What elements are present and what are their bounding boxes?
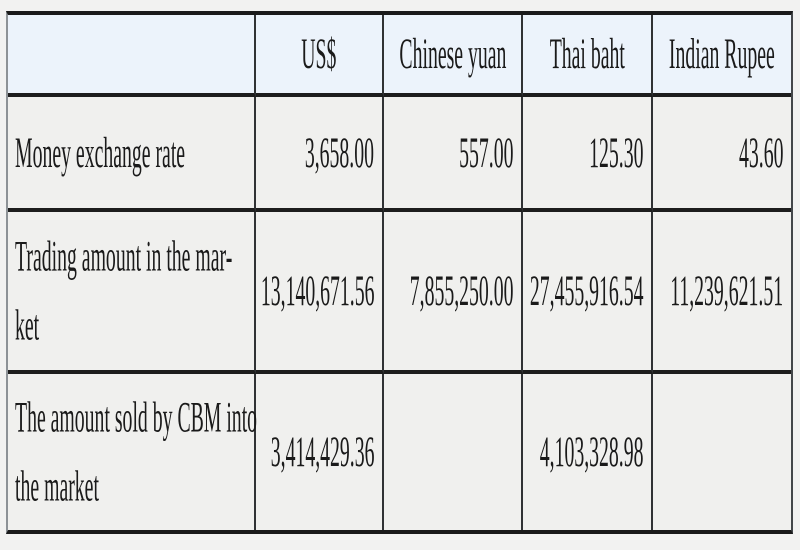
header-label-indian-rupee: Indian Rupee — [669, 29, 775, 79]
value-yuan-rate: 557.00 — [458, 128, 513, 177]
value-cell: 125.30 — [523, 97, 653, 212]
row-label-cell: The amount sold by CBM into the market — [8, 374, 258, 530]
value-cell: 13,140,671.56 — [256, 212, 384, 374]
header-cell-blank — [8, 15, 256, 97]
currency-table: US$ Chinese yuan Thai baht Indian Rupee … — [6, 11, 793, 534]
value-usd-rate: 3,658.00 — [304, 128, 374, 177]
header-cell-indian-rupee: Indian Rupee — [653, 15, 791, 97]
value-rupee-rate: 43.60 — [738, 128, 783, 177]
value-cell: 11,239,621.51 — [653, 212, 791, 374]
value-baht-rate: 125.30 — [588, 128, 643, 177]
value-baht-cbm-sold: 4,103,328.98 — [539, 427, 643, 477]
value-cell: 7,855,250.00 — [384, 212, 523, 374]
currency-table-grid: US$ Chinese yuan Thai baht Indian Rupee … — [8, 15, 791, 530]
header-cell-usd: US$ — [256, 15, 384, 97]
header-cell-thai-baht: Thai baht — [523, 15, 653, 97]
value-cell: 3,658.00 — [256, 97, 384, 212]
row-label-trading-amount: Trading amount in the mar- ket — [15, 232, 233, 350]
value-cell: 557.00 — [384, 97, 523, 212]
value-cell: 27,455,916.54 — [523, 212, 653, 374]
value-cell: 4,103,328.98 — [523, 374, 653, 530]
value-usd-trading: 13,140,671.56 — [260, 266, 374, 316]
row-label-cell: Trading amount in the mar- ket — [8, 212, 256, 374]
row-label-cell: Money exchange rate — [8, 97, 256, 212]
value-cell: 43.60 — [653, 97, 791, 212]
value-cell: 3,414,429.36 — [256, 374, 384, 530]
row-label-cbm-sold: The amount sold by CBM into the market — [15, 393, 258, 511]
value-cell — [653, 374, 791, 530]
header-label-chinese-yuan: Chinese yuan — [399, 29, 507, 79]
value-baht-trading: 27,455,916.54 — [529, 266, 643, 316]
header-label-thai-baht: Thai baht — [549, 29, 625, 79]
row-label-money-exchange-rate: Money exchange rate — [15, 128, 186, 177]
header-cell-chinese-yuan: Chinese yuan — [384, 15, 523, 97]
value-yuan-trading: 7,855,250.00 — [409, 266, 513, 316]
value-rupee-trading: 11,239,621.51 — [670, 266, 783, 316]
header-label-usd: US$ — [301, 29, 337, 79]
value-usd-cbm-sold: 3,414,429.36 — [270, 427, 374, 477]
value-cell — [384, 374, 523, 530]
